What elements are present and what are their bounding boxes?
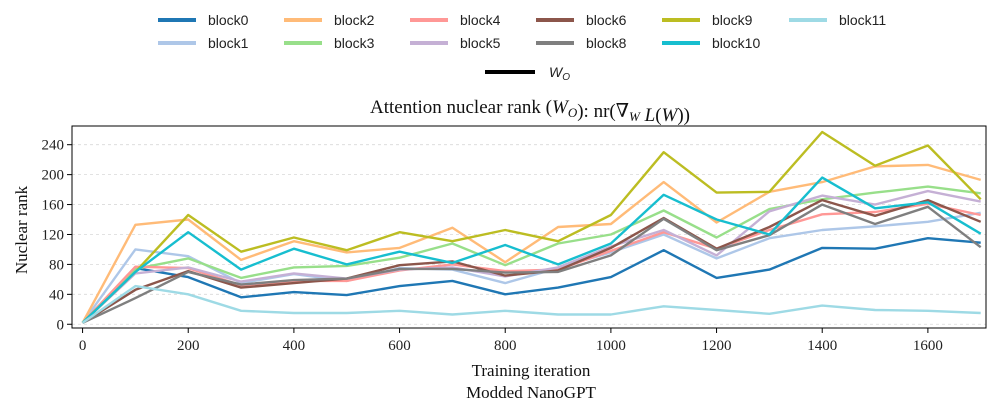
y-tick-label: 0	[57, 317, 65, 333]
y-tick-label: 40	[49, 287, 64, 303]
legend-label-block3: block3	[334, 35, 375, 51]
series-line-block1	[81, 211, 981, 324]
y-axis-ticks: 0 40 80 120 160 200 240	[42, 138, 72, 333]
legend: block0 block1 block2 block3 block4 block5 bloc…	[158, 12, 886, 51]
legend-label-block5: block5	[460, 35, 501, 51]
legend-label-block11: block11	[839, 12, 886, 28]
y-axis-label: Nuclear rank	[12, 185, 31, 274]
title-w2: W	[662, 105, 680, 126]
x-tick-label: 1200	[702, 338, 732, 354]
series-line-block10	[81, 176, 982, 324]
title-text-part: Attention nuclear rank (	[370, 97, 552, 118]
title-text-part: )	[684, 105, 690, 126]
series-line-block0	[81, 236, 981, 324]
matrix-legend-sub: O	[562, 72, 570, 83]
x-tick-label: 400	[283, 338, 306, 354]
y-tick-label: 240	[42, 138, 65, 154]
matrix-legend-main: W	[549, 64, 564, 80]
legend-label-block8: block8	[586, 35, 627, 51]
title-sub-o: O	[568, 105, 578, 120]
title-nabla: ∇	[616, 101, 629, 122]
title-text-part: )	[677, 105, 683, 126]
x-tick-label: 0	[79, 338, 87, 354]
matrix-legend: WO	[485, 64, 570, 83]
title-text-part: ): nr(	[577, 101, 616, 122]
chart-title: Attention nuclear rank (WO): nr(∇W L(W))	[370, 97, 690, 126]
title-sub-w: W	[629, 109, 641, 124]
x-tick-label: 800	[494, 338, 517, 354]
y-tick-label: 160	[42, 198, 65, 214]
x-tick-label: 1400	[807, 338, 837, 354]
title-l: L	[644, 105, 656, 126]
series-layer	[81, 130, 982, 324]
y-tick-label: 200	[42, 168, 65, 184]
legend-label-block4: block4	[460, 12, 501, 28]
grid	[72, 144, 986, 325]
legend-label-block9: block9	[712, 12, 753, 28]
y-tick-label: 120	[42, 227, 65, 243]
y-tick-label: 80	[49, 257, 64, 273]
x-tick-label: 600	[388, 338, 411, 354]
series-line-block4	[81, 202, 981, 324]
legend-label-block6: block6	[586, 12, 627, 28]
x-tick-label: 200	[177, 338, 200, 354]
chart-subtitle: Modded NanoGPT	[466, 383, 596, 402]
x-axis-ticks: 0 200 400 600 800 1000 1200 1400 1600	[79, 328, 943, 354]
title-w: W	[552, 97, 570, 118]
title-text-part: (	[655, 105, 661, 126]
x-tick-label: 1600	[913, 338, 943, 354]
series-line-block11	[81, 284, 981, 324]
plot-frame	[71, 125, 987, 329]
legend-label-block10: block10	[712, 35, 760, 51]
series-line-block9	[81, 130, 982, 324]
legend-label-block0: block0	[208, 12, 249, 28]
series-line-block8	[82, 203, 982, 324]
series-line-block2	[81, 163, 982, 324]
x-axis-label: Training iteration	[472, 361, 591, 380]
legend-label-block2: block2	[334, 12, 375, 28]
legend-label-block1: block1	[208, 35, 249, 51]
x-tick-label: 1000	[596, 338, 626, 354]
matrix-legend-label: WO	[549, 64, 570, 83]
